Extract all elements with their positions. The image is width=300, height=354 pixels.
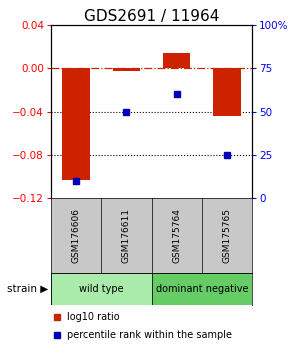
Text: log10 ratio: log10 ratio (67, 312, 120, 321)
Bar (62, 68, 90, 180)
Bar (213, 68, 241, 116)
Title: GDS2691 / 11964: GDS2691 / 11964 (84, 8, 219, 24)
Bar (163, 53, 190, 68)
Text: GSM176611: GSM176611 (122, 208, 131, 263)
Text: strain ▶: strain ▶ (7, 284, 49, 294)
Text: GSM175764: GSM175764 (172, 208, 181, 263)
Bar (112, 68, 140, 72)
Text: GSM176606: GSM176606 (72, 208, 81, 263)
Bar (152, 273, 252, 305)
Text: percentile rank within the sample: percentile rank within the sample (67, 330, 232, 340)
Bar (51, 273, 152, 305)
Text: GSM175765: GSM175765 (222, 208, 231, 263)
Text: wild type: wild type (79, 284, 124, 294)
Text: dominant negative: dominant negative (155, 284, 248, 294)
